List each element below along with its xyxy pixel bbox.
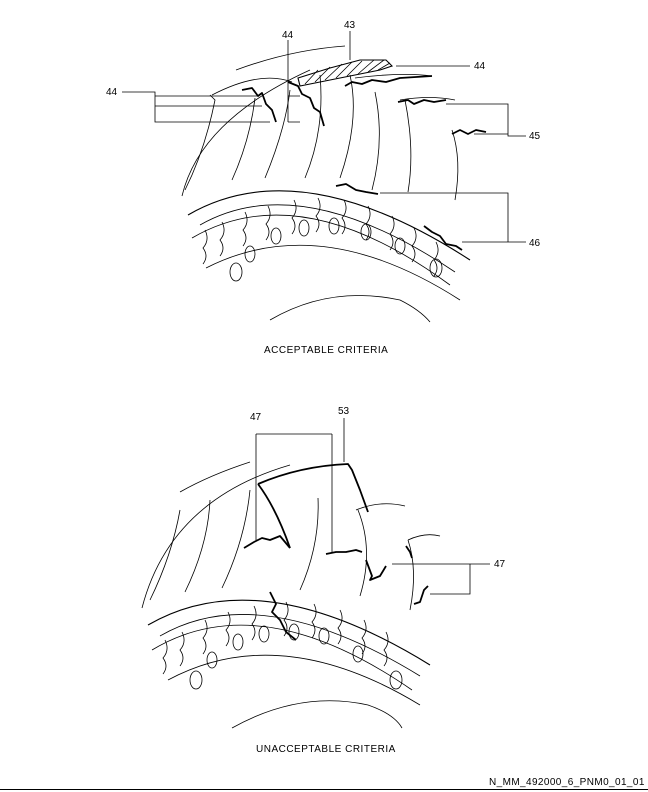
- blade-2: [231, 97, 256, 181]
- nick-edge-5: [451, 129, 487, 135]
- outer-arc: [141, 464, 291, 609]
- disk-rim-inner: [159, 614, 421, 677]
- blade-tip-2: [407, 534, 441, 541]
- callout-46: 46: [529, 238, 541, 249]
- callout-47-right: 47: [494, 559, 506, 570]
- nick-edge-3: [344, 75, 433, 87]
- lower-hub-arc: [167, 654, 421, 706]
- crack-edge-5: [413, 585, 429, 605]
- dovetail-slots: [202, 197, 443, 282]
- blade-4: [299, 497, 319, 591]
- acceptable-criteria-caption: ACCEPTABLE CRITERIA: [264, 345, 389, 356]
- leader-44-left: [122, 91, 270, 123]
- root-crack: [269, 591, 297, 641]
- callout-44-left: 44: [106, 87, 118, 98]
- blade-tip-1: [211, 77, 293, 96]
- blade-tip-3: [399, 97, 456, 101]
- unacceptable-criteria-illustration: 47 53 47: [141, 406, 506, 729]
- figure-identifier: N_MM_492000_6_PNM0_01_01: [489, 777, 645, 788]
- blade-tip-2: [354, 74, 433, 79]
- hatch-lines: [304, 59, 391, 85]
- blade-2: [184, 499, 211, 593]
- callout-43: 43: [344, 20, 356, 31]
- blade-5: [339, 74, 354, 179]
- callout-53: 53: [338, 406, 350, 417]
- blade-tip-1: [355, 503, 406, 511]
- disk-hub-arc: [191, 214, 451, 286]
- nick-edge-4: [397, 99, 447, 105]
- callout-45: 45: [529, 131, 541, 142]
- leader-47-right: [392, 563, 490, 595]
- missing-blade-outline: [257, 463, 369, 513]
- crack-edge-2: [325, 549, 363, 555]
- hatched-area: [297, 59, 394, 87]
- lower-hub-arc: [205, 244, 461, 301]
- nick-edge-2: [287, 81, 325, 127]
- leader-47-top: [255, 433, 333, 552]
- crack-edge-1: [243, 535, 291, 549]
- disk-hub-arc: [151, 624, 413, 691]
- nick-edge-6: [335, 183, 379, 195]
- nick-edge-1: [241, 87, 277, 123]
- outer-arc-2: [235, 45, 346, 71]
- blade-5: [357, 509, 367, 597]
- outer-arc-2: [179, 461, 251, 493]
- blade-1: [184, 94, 216, 191]
- leader-44-top: [287, 40, 300, 123]
- acceptable-criteria-illustration: 43 44 44 44 45 46: [106, 20, 541, 323]
- crack-edge-3: [365, 559, 387, 581]
- callout-44-right: 44: [474, 61, 486, 72]
- outer-arc: [181, 69, 311, 197]
- dovetail-slots: [162, 601, 403, 690]
- crack-edge-4: [405, 545, 413, 559]
- bottom-rule: [0, 789, 648, 790]
- blade-8: [451, 129, 459, 201]
- callout-44-top: 44: [282, 30, 294, 41]
- callout-47-top: 47: [250, 412, 262, 423]
- blade-4: [304, 74, 322, 179]
- disk-rim-inner: [199, 204, 456, 273]
- leader-45: [446, 103, 526, 137]
- missing-blade-edge: [257, 483, 291, 549]
- leader-46: [380, 192, 526, 243]
- blade-1: [149, 509, 181, 601]
- blade-7: [404, 99, 412, 193]
- disk-rim-outer: [187, 190, 471, 261]
- unacceptable-criteria-caption: UNACCEPTABLE CRITERIA: [256, 744, 396, 755]
- nick-edge-7: [423, 225, 463, 251]
- blade-3: [264, 89, 291, 179]
- bottom-arc: [231, 700, 403, 729]
- blade-6: [407, 539, 414, 611]
- blade-6: [371, 91, 380, 191]
- blade-3: [221, 489, 251, 589]
- bottom-arc: [269, 295, 431, 323]
